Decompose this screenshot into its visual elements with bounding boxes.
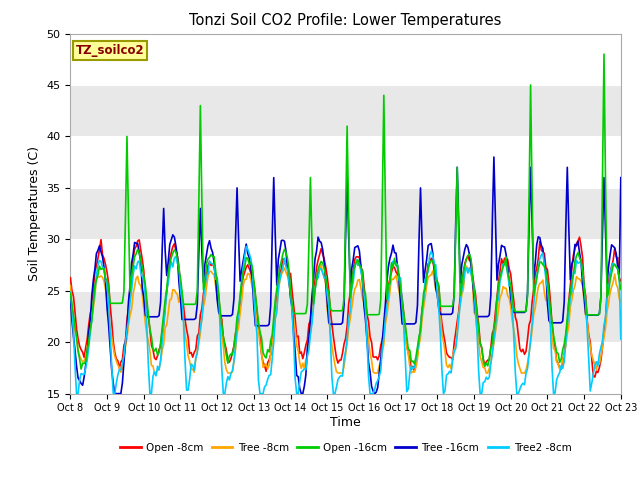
Title: Tonzi Soil CO2 Profile: Lower Temperatures: Tonzi Soil CO2 Profile: Lower Temperatur…: [189, 13, 502, 28]
X-axis label: Time: Time: [330, 416, 361, 429]
Bar: [70, 34, 621, 85]
Bar: [70, 188, 621, 240]
Bar: [70, 85, 621, 136]
Y-axis label: Soil Temperatures (C): Soil Temperatures (C): [28, 146, 41, 281]
Bar: [70, 136, 621, 188]
Bar: [70, 342, 621, 394]
Bar: [70, 240, 621, 291]
Text: TZ_soilco2: TZ_soilco2: [76, 44, 145, 58]
Bar: [70, 291, 621, 342]
Legend: Open -8cm, Tree -8cm, Open -16cm, Tree -16cm, Tree2 -8cm: Open -8cm, Tree -8cm, Open -16cm, Tree -…: [116, 438, 575, 457]
